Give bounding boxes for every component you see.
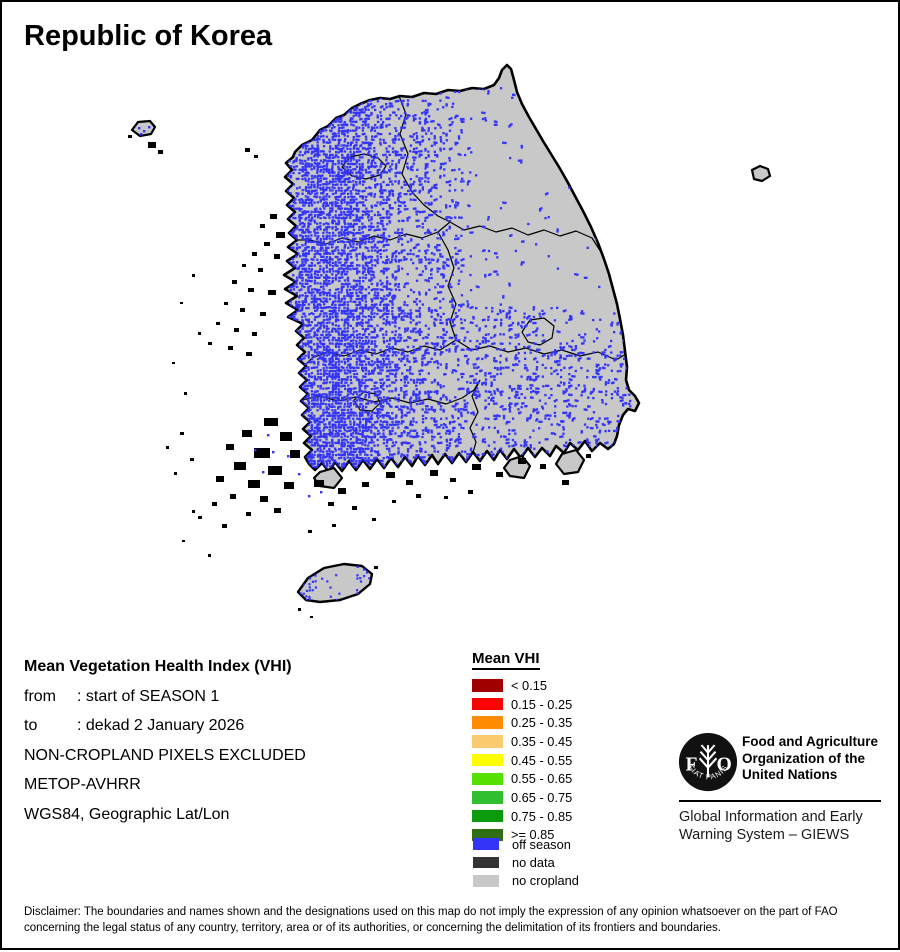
legend-label: 0.25 - 0.35 (511, 715, 572, 730)
info-to-label: to (24, 711, 77, 741)
legend-swatch (472, 716, 503, 729)
legend-class-row: 0.65 - 0.75 (472, 788, 572, 807)
info-line-projection: WGS84, Geographic Lat/Lon (24, 800, 306, 830)
fao-org-name: Food and Agriculture Organization of the… (742, 734, 878, 784)
legend-swatch (473, 838, 499, 850)
giews-caption: Global Information and Early Warning Sys… (679, 808, 863, 844)
legend-extra-row: no data (473, 853, 579, 871)
fao-logo-icon: F O FIAT PANIS (678, 732, 738, 792)
info-line-sensor: METOP-AVHRR (24, 770, 306, 800)
island-geoje (556, 450, 584, 474)
legend-label: 0.75 - 0.85 (511, 809, 572, 824)
info-from-value: : start of SEASON 1 (77, 688, 219, 705)
legend-label: no data (512, 855, 555, 870)
legend-extra-row: no cropland (473, 872, 579, 890)
legend-class-row: 0.25 - 0.35 (472, 713, 572, 732)
legend-label: 0.65 - 0.75 (511, 790, 572, 805)
legend-label: off season (512, 837, 571, 852)
legend-class-row: 0.15 - 0.25 (472, 695, 572, 714)
fao-org-line3: United Nations (742, 767, 878, 784)
info-row-to: to: dekad 2 January 2026 (24, 711, 306, 741)
fao-divider-line (679, 800, 881, 802)
legend-class-list: < 0.15 0.15 - 0.25 0.25 - 0.35 0.35 - 0.45 0… (472, 676, 572, 844)
map-info-block: Mean Vegetation Health Index (VHI) from:… (24, 652, 306, 830)
legend-swatch (473, 875, 499, 887)
legend-label: < 0.15 (511, 678, 547, 693)
disclaimer-text: Disclaimer: The boundaries and names sho… (24, 904, 884, 936)
giews-line2: Warning System – GIEWS (679, 826, 863, 844)
legend-swatch (472, 810, 503, 823)
disclaimer-line1: Disclaimer: The boundaries and names sho… (24, 904, 884, 920)
info-line-noncropland: NON-CROPLAND PIXELS EXCLUDED (24, 741, 306, 771)
legend-class-row: 0.75 - 0.85 (472, 807, 572, 826)
island-northwest (132, 121, 155, 136)
info-heading: Mean Vegetation Health Index (VHI) (24, 652, 306, 682)
legend-class-row: 0.35 - 0.45 (472, 732, 572, 751)
page-title: Republic of Korea (24, 20, 272, 53)
legend-label: no cropland (512, 873, 579, 888)
legend-swatch (473, 857, 499, 869)
legend-extra-list: off season no data no cropland (473, 835, 579, 890)
info-row-from: from: start of SEASON 1 (24, 682, 306, 712)
fao-org-line2: Organization of the (742, 751, 878, 768)
info-to-value: : dekad 2 January 2026 (77, 717, 244, 734)
legend-class-row: 0.55 - 0.65 (472, 769, 572, 788)
legend-swatch (472, 679, 503, 692)
legend-swatch (472, 735, 503, 748)
legend-class-row: < 0.15 (472, 676, 572, 695)
fao-org-line1: Food and Agriculture (742, 734, 878, 751)
legend-swatch (472, 698, 503, 711)
giews-line1: Global Information and Early (679, 808, 863, 826)
legend-class-row: 0.45 - 0.55 (472, 751, 572, 770)
legend-label: 0.35 - 0.45 (511, 734, 572, 749)
island-ulleungdo (752, 166, 770, 181)
legend-label: 0.45 - 0.55 (511, 753, 572, 768)
legend-title: Mean VHI (472, 650, 540, 670)
legend-swatch (472, 791, 503, 804)
info-from-label: from (24, 682, 77, 712)
legend-extra-row: off season (473, 835, 579, 853)
legend-swatch (472, 754, 503, 767)
disclaimer-line2: concerning the legal status of any count… (24, 920, 884, 936)
vhi-legend: Mean VHI < 0.15 0.15 - 0.25 0.25 - 0.35 0.3… (472, 650, 572, 844)
legend-label: 0.15 - 0.25 (511, 697, 572, 712)
legend-swatch (472, 773, 503, 786)
legend-label: 0.55 - 0.65 (511, 771, 572, 786)
